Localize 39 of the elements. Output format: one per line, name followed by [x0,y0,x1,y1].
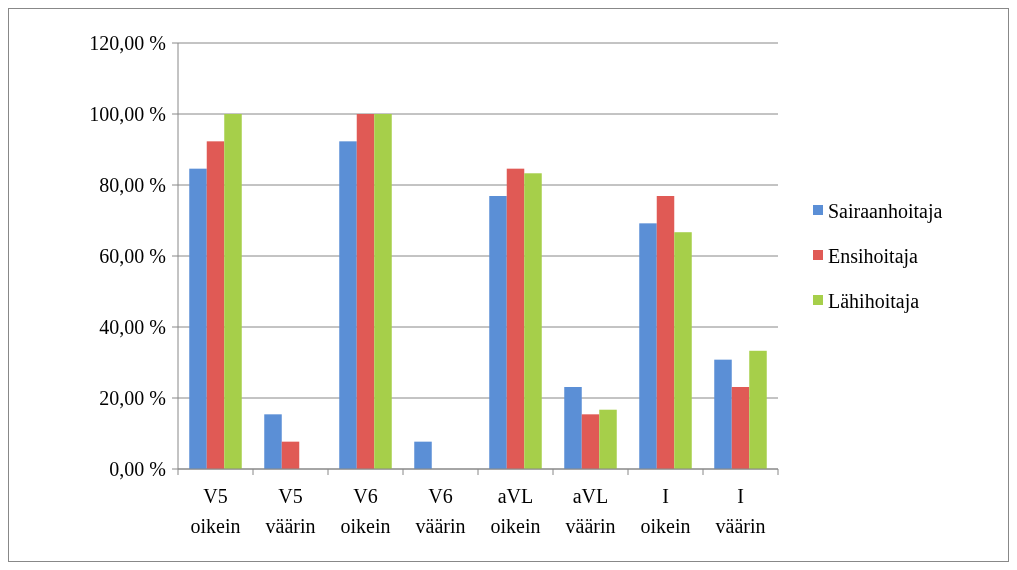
bar [414,441,432,469]
bar [281,441,300,469]
bar [189,168,207,469]
x-tick-label: I väärin [715,485,766,537]
y-tick-label: 40,00 % [99,316,166,338]
x-tick-label: aVL oikein [490,485,541,537]
legend-label: Lähihoitaja [828,290,920,313]
bar [581,414,600,469]
bar [524,173,542,469]
y-tick-label: 120,00 % [89,32,166,54]
bar [731,387,750,469]
bar [206,141,225,469]
y-tick-label: 100,00 % [89,103,166,125]
bar [599,409,617,469]
bar [656,196,675,469]
x-tick-label: aVL väärin [565,485,616,537]
x-tick-label: V6 väärin [415,485,466,537]
bar [674,232,692,469]
bar [714,359,732,469]
y-tick-label: 80,00 % [99,174,166,196]
y-tick-label: 0,00 % [109,458,166,480]
y-tick-label: 20,00 % [99,387,166,409]
bar [489,196,507,469]
bar [506,168,525,469]
x-tick-label: I oikein [640,485,691,537]
bar [374,114,392,469]
bar [749,350,767,469]
x-tick-label: V5 väärin [265,485,316,537]
y-tick-label: 60,00 % [99,245,166,267]
legend-label: Sairaanhoitaja [828,200,943,223]
bar [224,114,242,469]
bar [339,141,357,469]
bar [264,414,282,469]
bar [564,387,582,469]
x-tick-label: V5 oikein [190,485,241,537]
bar [356,114,375,469]
bar [639,223,657,469]
x-tick-label: V6 oikein [340,485,391,537]
legend-label: Ensihoitaja [828,245,919,268]
